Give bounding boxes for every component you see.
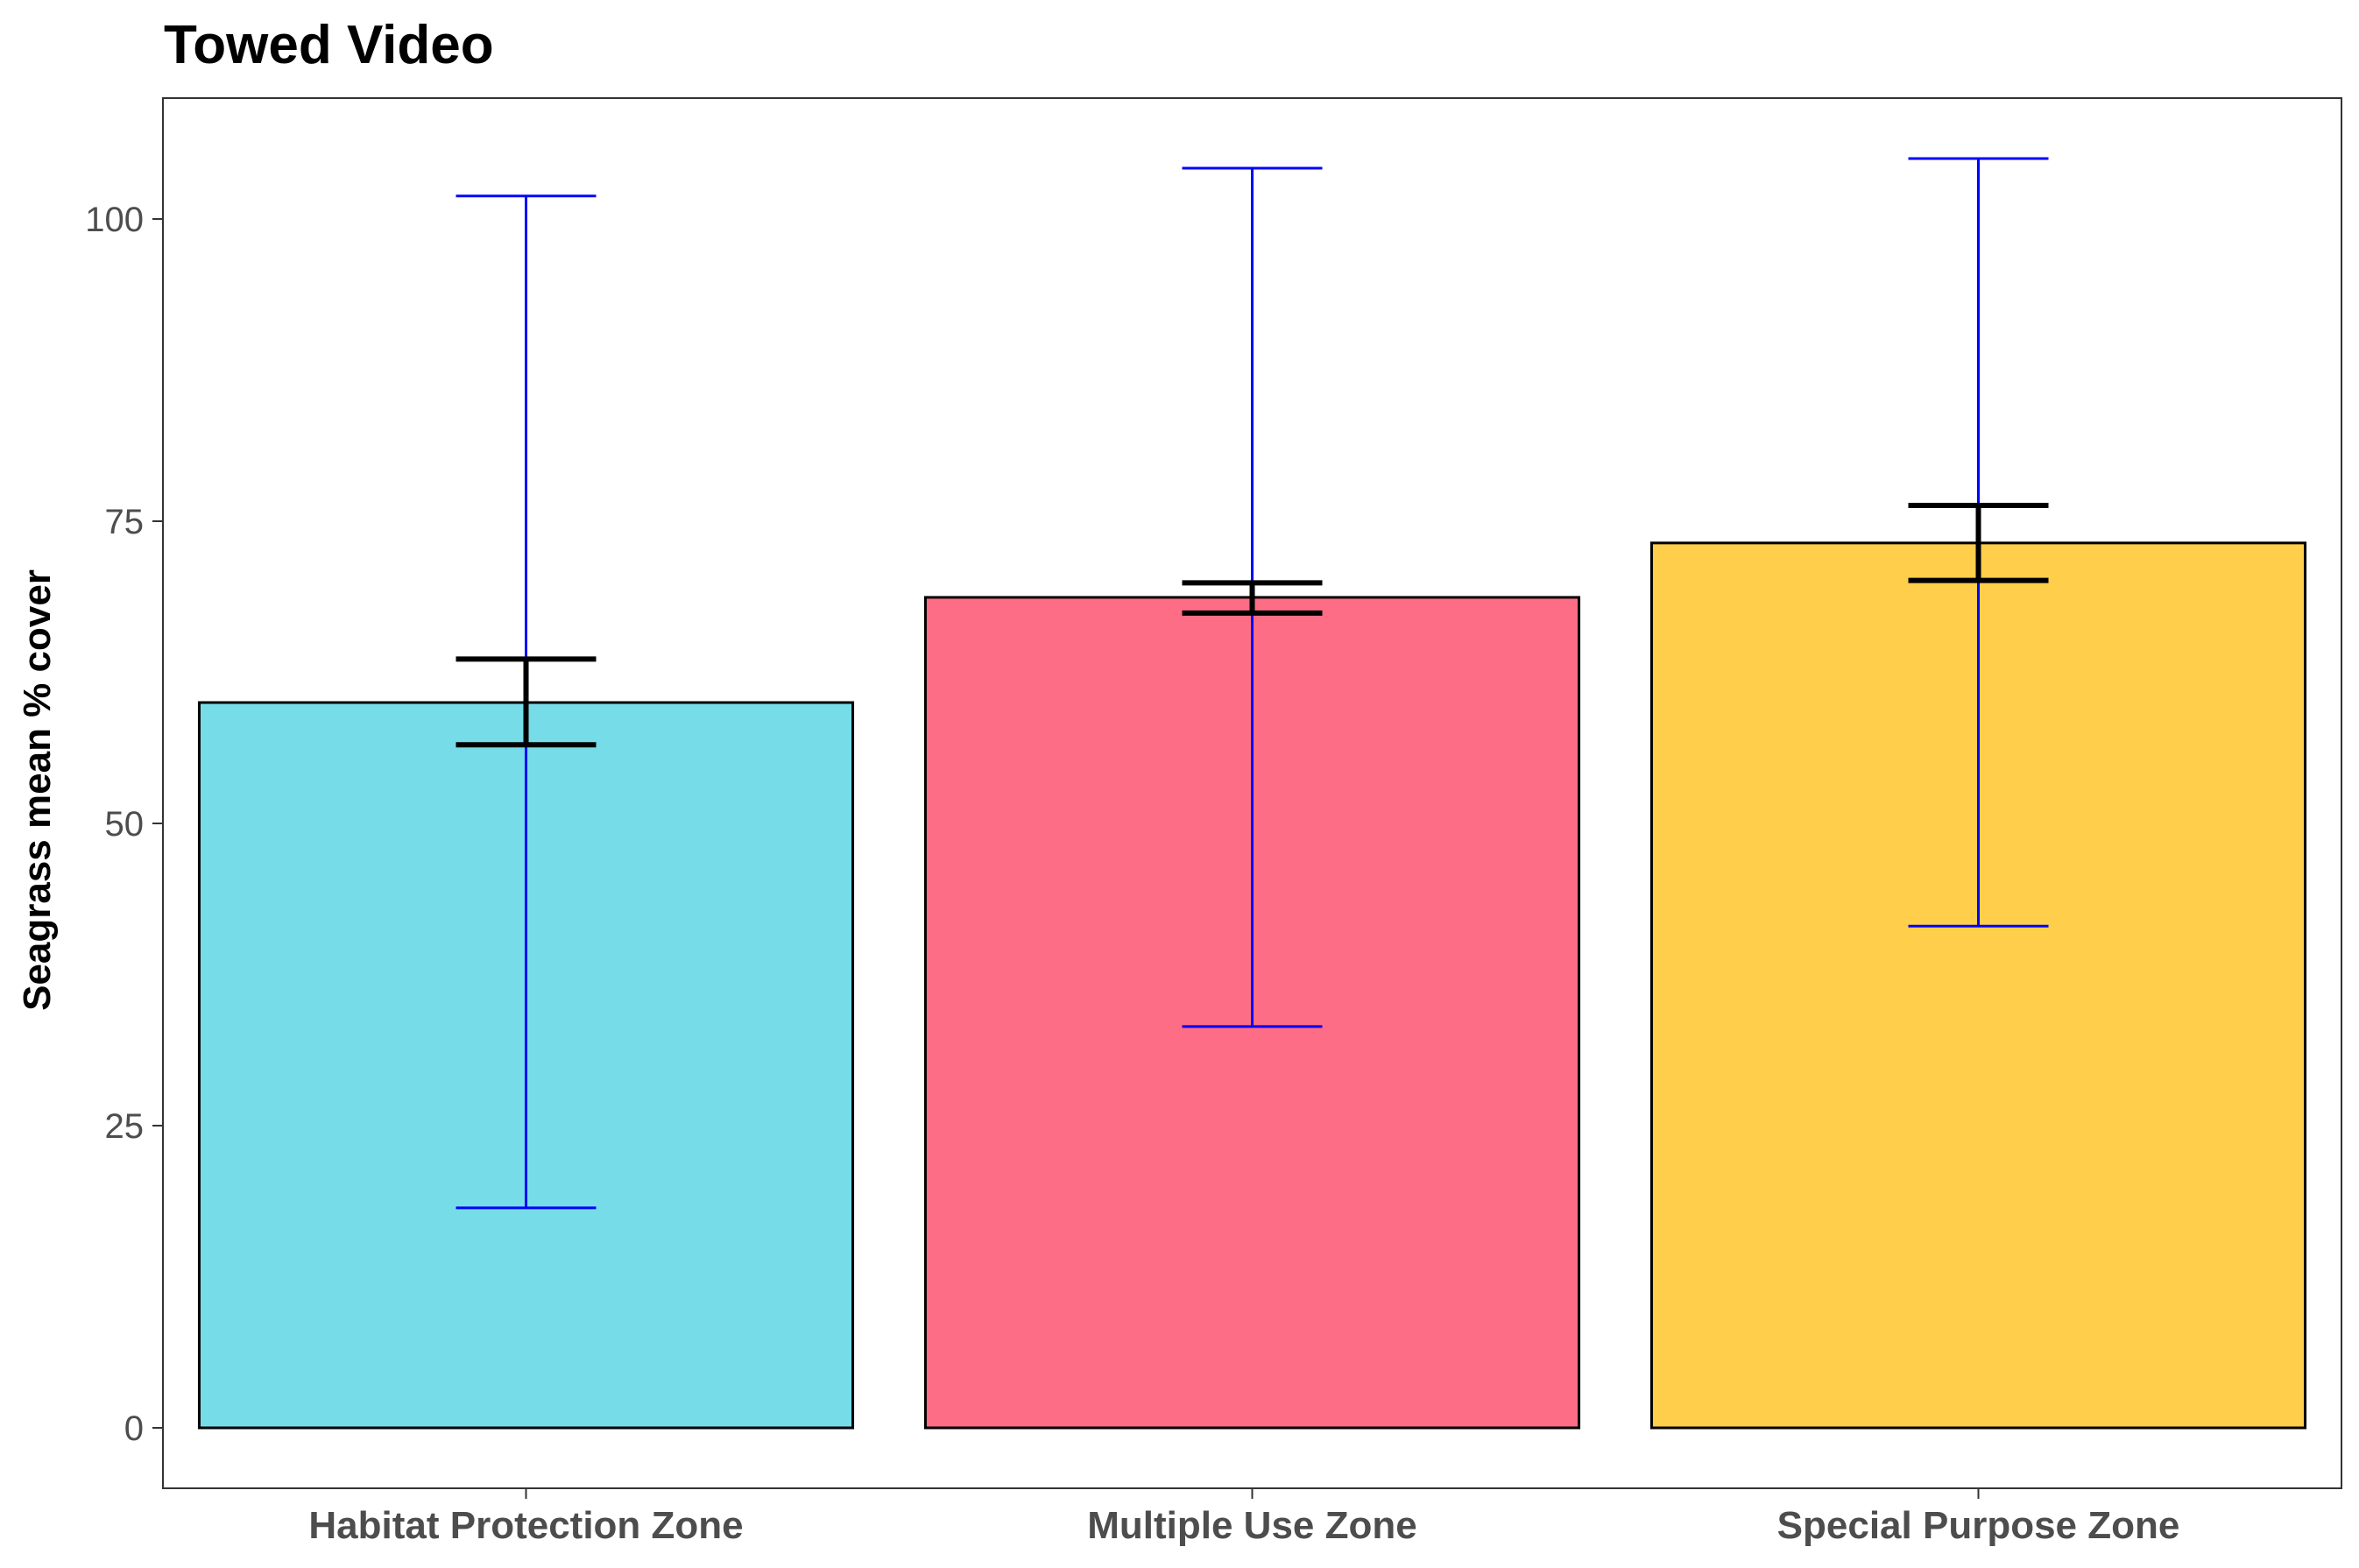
x-tick-label: Habitat Protection Zone [308,1504,743,1547]
y-tick-label: 50 [105,805,145,844]
x-tick-label: Special Purpose Zone [1777,1504,2180,1547]
y-tick-label: 75 [105,503,145,541]
y-tick-label: 0 [124,1409,144,1448]
y-tick-label: 100 [85,201,144,239]
x-tick-label: Multiple Use Zone [1087,1504,1416,1547]
se-error-bar [456,656,597,748]
y-axis-label: Seagrass mean % cover [16,569,59,1011]
se-error-bar [1908,503,2049,583]
y-axis: 0 25 50 75 100 [85,201,163,1448]
y-tick-label: 25 [105,1107,145,1146]
se-error-bar [1182,580,1323,616]
chart-title: Towed Video [164,15,494,75]
se-error-bars-group [456,503,2049,748]
x-axis: Habitat Protection Zone Multiple Use Zone… [308,1488,2179,1547]
